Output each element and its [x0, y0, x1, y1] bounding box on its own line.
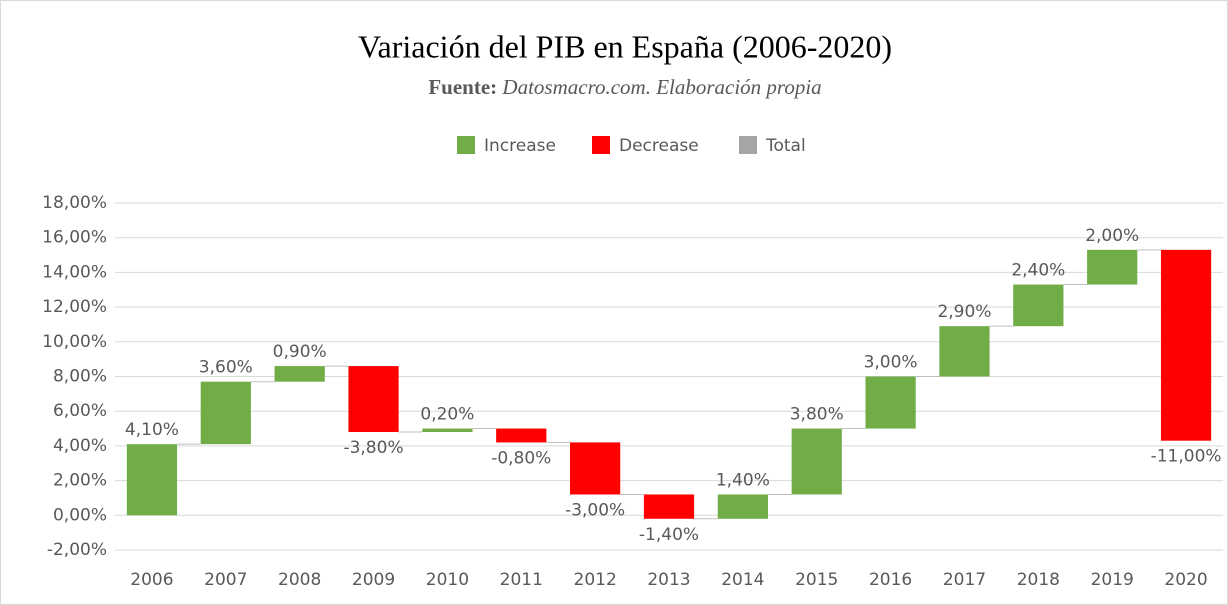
y-tick-label: 14,00% [42, 262, 107, 282]
x-tick-label: 2007 [204, 570, 247, 590]
y-tick-label: 8,00% [53, 367, 107, 387]
legend-label: Increase [484, 136, 556, 156]
data-label: 3,00% [864, 353, 918, 373]
data-label: 2,40% [1011, 261, 1065, 281]
legend-label: Total [765, 136, 806, 156]
data-label: 3,60% [199, 358, 253, 378]
x-tick-label: 2014 [721, 570, 764, 590]
x-tick-label: 2013 [647, 570, 690, 590]
bar [791, 428, 842, 495]
data-label: -3,80% [343, 438, 403, 458]
y-tick-label: 18,00% [42, 193, 107, 213]
y-tick-label: 10,00% [42, 332, 107, 352]
x-tick-label: 2011 [500, 570, 543, 590]
bar [126, 444, 178, 516]
chart-title: Variación del PIB en España (2006-2020) [358, 28, 892, 64]
data-label: 4,10% [125, 420, 179, 440]
data-label: 1,40% [716, 470, 770, 490]
x-tick-label: 2009 [352, 570, 395, 590]
chart-subtitle: Fuente: Datosmacro.com. Elaboración prop… [428, 75, 821, 99]
y-tick-label: -2,00% [47, 540, 107, 560]
bar [274, 366, 325, 382]
x-tick-label: 2008 [278, 570, 321, 590]
y-tick-label: 16,00% [42, 228, 107, 248]
data-label: 2,90% [937, 302, 991, 322]
x-tick-label: 2019 [1091, 570, 1134, 590]
data-label: -0,80% [491, 448, 551, 468]
legend-swatch [457, 136, 475, 154]
bar [865, 376, 916, 429]
y-tick-label: 4,00% [53, 436, 107, 456]
y-tick-label: 12,00% [42, 297, 107, 317]
data-label: 3,80% [790, 405, 844, 425]
x-tick-label: 2018 [1017, 570, 1060, 590]
data-label: 0,20% [420, 405, 474, 425]
data-label: -1,40% [639, 525, 699, 545]
x-tick-label: 2015 [795, 570, 838, 590]
bar [348, 366, 399, 433]
y-tick-label: 6,00% [53, 401, 107, 421]
data-label: -3,00% [565, 500, 625, 520]
bar [200, 381, 251, 445]
x-tick-label: 2006 [130, 570, 173, 590]
x-tick-label: 2017 [943, 570, 986, 590]
legend-swatch [592, 136, 610, 154]
subtitle-source: Fuente: [428, 75, 497, 99]
bar [570, 442, 621, 495]
bar [643, 494, 695, 519]
bar [717, 494, 768, 519]
bar [496, 428, 547, 443]
y-tick-label: 2,00% [53, 471, 107, 491]
bar [1160, 249, 1212, 441]
legend-swatch [739, 136, 757, 154]
data-label: 2,00% [1085, 226, 1139, 246]
subtitle-text: Datosmacro.com. Elaboración propia [501, 75, 821, 99]
legend-label: Decrease [619, 136, 699, 156]
x-tick-label: 2010 [426, 570, 469, 590]
x-tick-label: 2012 [574, 570, 617, 590]
data-label: -11,00% [1151, 447, 1222, 467]
bar [422, 428, 473, 433]
y-tick-label: 0,00% [53, 505, 107, 525]
x-tick-label: 2016 [869, 570, 912, 590]
data-label: 0,90% [273, 342, 327, 362]
bar [1013, 284, 1064, 327]
x-tick-label: 2020 [1164, 570, 1207, 590]
bar [939, 326, 990, 377]
bar [1087, 249, 1138, 285]
